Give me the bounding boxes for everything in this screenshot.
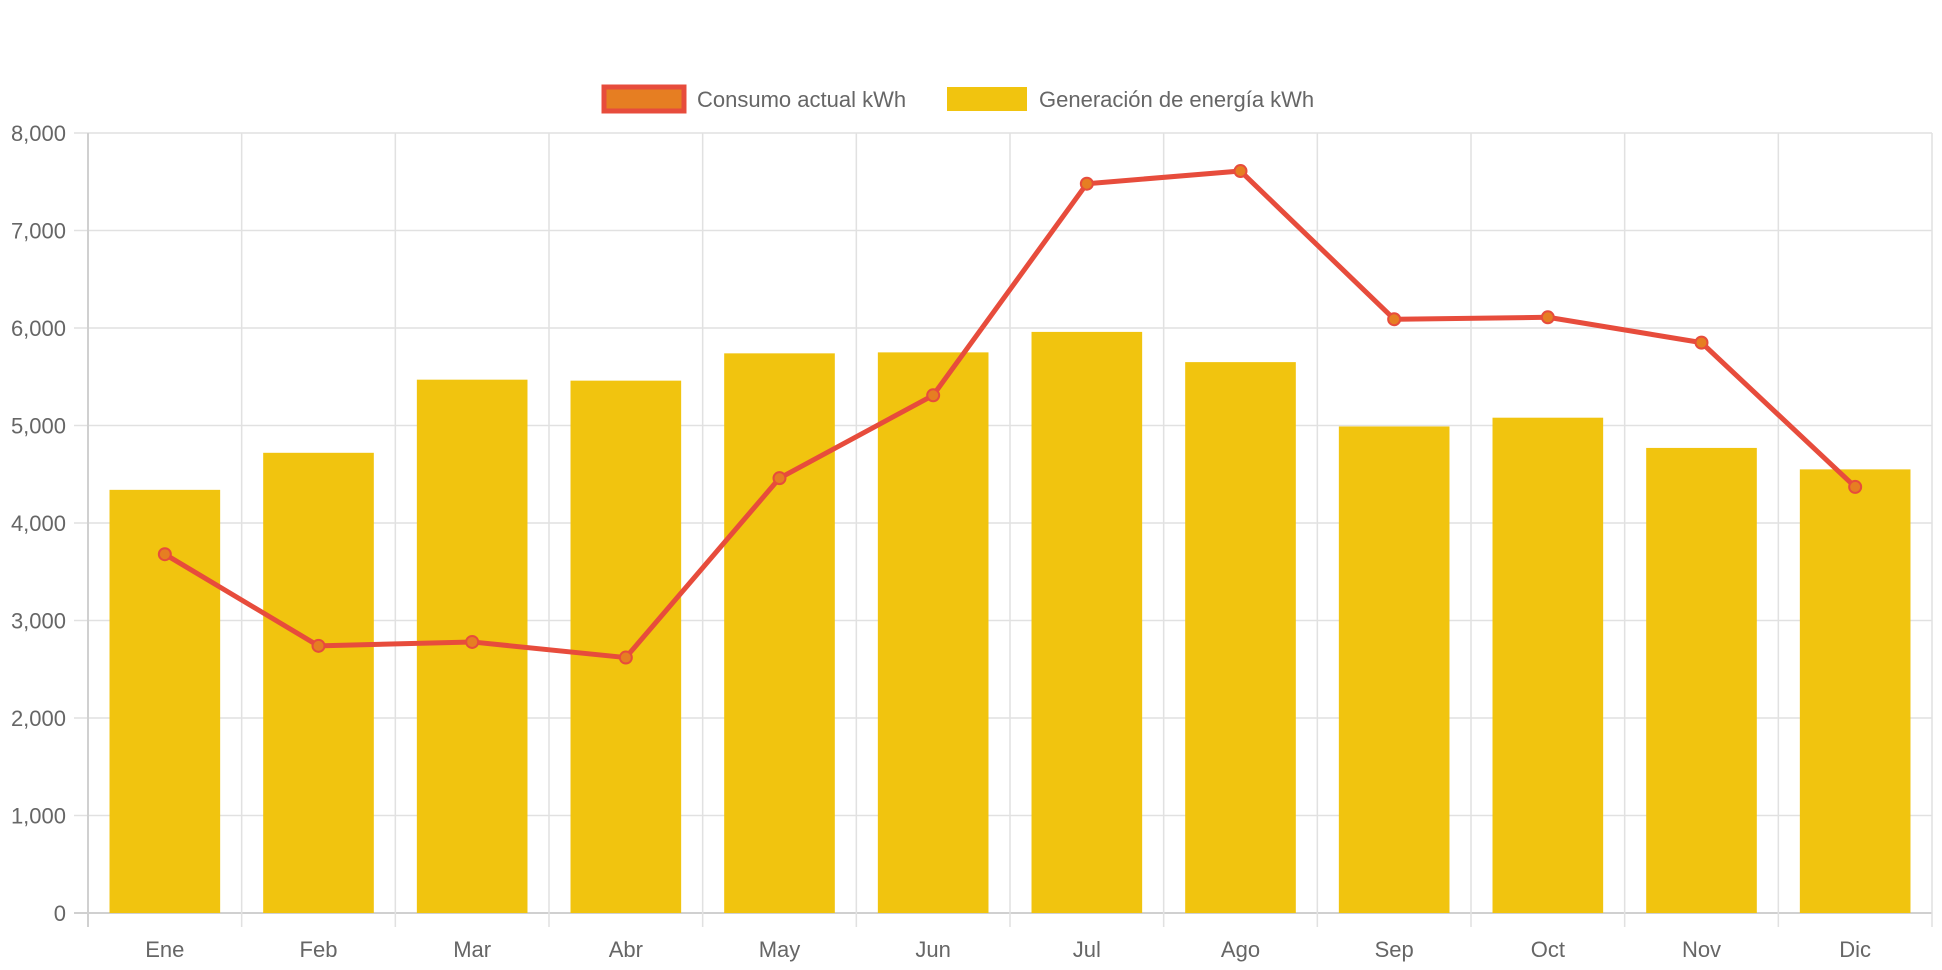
legend: Consumo actual kWh Generación de energía … [601, 84, 1314, 114]
point-jul[interactable] [1079, 176, 1094, 191]
bar-oct[interactable] [1492, 417, 1604, 913]
x-axis: Ene Feb Mar Abr May Jun Jul Ago Sep Oct Nov Dic [145, 937, 1871, 962]
x-tick-label: Sep [1375, 937, 1414, 962]
y-tick-label: 7,000 [11, 219, 66, 244]
bar-jun[interactable] [877, 352, 989, 913]
point-ene[interactable] [157, 547, 172, 562]
consumption-line [163, 168, 1857, 661]
point-mar[interactable] [465, 634, 480, 649]
x-tick-label: Feb [300, 937, 338, 962]
bar-jul[interactable] [1031, 331, 1143, 913]
bar-abr[interactable] [570, 380, 682, 913]
line-series [157, 164, 1863, 665]
point-nov[interactable] [1694, 335, 1709, 350]
bar-may[interactable] [724, 353, 835, 914]
y-tick-label: 8,000 [11, 121, 66, 146]
legend-label-generacion: Generación de energía kWh [1039, 87, 1314, 112]
y-tick-label: 0 [54, 901, 66, 926]
y-axis: 0 1,000 2,000 3,000 4,000 5,000 6,000 7,000 8,00… [11, 121, 66, 926]
y-tick-label: 4,000 [11, 511, 66, 536]
legend-label-consumo: Consumo actual kWh [697, 87, 906, 112]
x-tick-label: Abr [609, 937, 643, 962]
bar-series [109, 331, 1911, 914]
bar-feb[interactable] [263, 452, 374, 913]
point-jun[interactable] [926, 388, 941, 403]
point-oct[interactable] [1540, 310, 1555, 325]
point-sep[interactable] [1387, 312, 1402, 327]
x-tick-label: Nov [1682, 937, 1721, 962]
y-tick-label: 3,000 [11, 609, 66, 634]
point-feb[interactable] [311, 638, 326, 653]
bar-nov[interactable] [1646, 447, 1757, 913]
legend-item-consumo[interactable]: Consumo actual kWh [601, 84, 906, 114]
legend-swatch-generacion [947, 87, 1027, 111]
bar-dic[interactable] [1799, 469, 1911, 913]
x-tick-label: Mar [453, 937, 491, 962]
bar-ago[interactable] [1185, 362, 1296, 913]
point-abr[interactable] [618, 650, 633, 665]
grid [74, 132, 1933, 927]
point-ago[interactable] [1233, 164, 1248, 179]
x-tick-label: Oct [1531, 937, 1565, 962]
y-tick-label: 2,000 [11, 706, 66, 731]
x-tick-label: Ago [1221, 937, 1260, 962]
y-tick-label: 6,000 [11, 316, 66, 341]
y-tick-label: 1,000 [11, 804, 66, 829]
point-dic[interactable] [1848, 479, 1863, 494]
x-tick-label: Jun [915, 937, 950, 962]
legend-item-generacion[interactable]: Generación de energía kWh [947, 87, 1314, 112]
point-may[interactable] [772, 471, 787, 486]
x-tick-label: Jul [1073, 937, 1101, 962]
legend-swatch-consumo [601, 84, 687, 114]
y-tick-label: 5,000 [11, 414, 66, 439]
x-tick-label: Dic [1839, 937, 1871, 962]
x-tick-label: May [759, 937, 801, 962]
x-tick-label: Ene [145, 937, 184, 962]
bar-sep[interactable] [1338, 426, 1450, 913]
